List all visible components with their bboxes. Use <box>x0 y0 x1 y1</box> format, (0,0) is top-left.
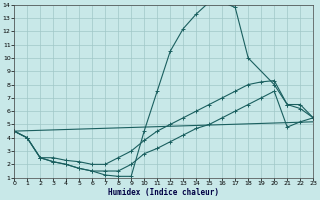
X-axis label: Humidex (Indice chaleur): Humidex (Indice chaleur) <box>108 188 219 197</box>
